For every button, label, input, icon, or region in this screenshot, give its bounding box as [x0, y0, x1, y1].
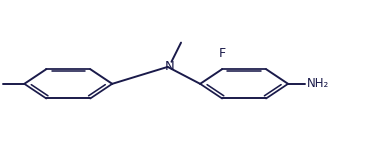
Text: NH₂: NH₂	[307, 77, 330, 90]
Text: F: F	[219, 47, 226, 60]
Text: N: N	[165, 60, 174, 73]
